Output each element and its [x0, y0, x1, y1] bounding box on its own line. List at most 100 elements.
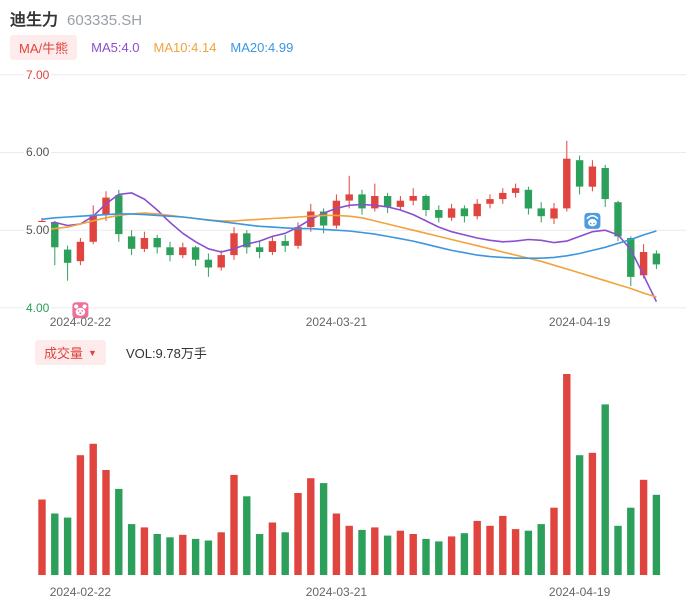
volume-bar [422, 538, 430, 575]
candle-body [358, 194, 366, 209]
candle-body [627, 238, 635, 277]
candle-body [422, 196, 430, 210]
volume-bar [371, 527, 379, 575]
candle-body [371, 196, 379, 209]
volume-bar [511, 529, 520, 575]
volume-bar [153, 534, 161, 575]
candle-body [383, 196, 392, 207]
volume-bar [63, 517, 72, 575]
x-axis-tick: 2024-02-22 [49, 585, 112, 599]
candle-body [191, 247, 200, 260]
price-x-axis: 2024-02-22 2024-03-21 2024-04-19 [0, 315, 686, 331]
volume-bar [307, 478, 315, 575]
volume-bar [76, 455, 85, 575]
candle-body [396, 200, 405, 207]
x-axis-tick: 2024-04-19 [548, 585, 611, 599]
candle-body [140, 238, 149, 249]
candle-body [639, 252, 648, 276]
bull-marker-icon[interactable] [584, 212, 601, 229]
volume-bar [396, 530, 405, 575]
volume-bar [166, 537, 174, 575]
candle-body [550, 208, 558, 219]
candle-body [268, 241, 277, 252]
volume-bar [345, 525, 353, 575]
candle-body [153, 238, 161, 248]
volume-bar [499, 515, 507, 575]
volume-bar [575, 455, 584, 575]
volume-canvas[interactable] [0, 365, 686, 575]
volume-bar [652, 494, 661, 575]
ma20-line [41, 213, 657, 259]
volume-bar [294, 493, 302, 575]
volume-bar [115, 488, 123, 575]
candle-body [127, 236, 136, 249]
volume-bar [537, 524, 545, 575]
indicator-legend: MA/牛熊 MA5:4.0 MA10:4.14 MA20:4.99 [10, 35, 293, 60]
price-chart-area[interactable] [0, 60, 686, 325]
volume-bar [473, 520, 481, 575]
candle-body [243, 233, 251, 248]
volume-bar [550, 507, 558, 575]
candle-body [601, 168, 609, 200]
x-axis-tick: 2024-03-21 [305, 585, 368, 599]
volume-bar [38, 499, 46, 575]
ma20-legend-value: MA20:4.99 [230, 40, 294, 55]
candle-body [486, 199, 494, 204]
volume-bar [140, 527, 149, 575]
volume-bar [601, 404, 609, 575]
candle-body [345, 194, 353, 201]
candle-body [76, 241, 85, 262]
volume-bar [486, 525, 494, 575]
volume-header: 成交量 ▼ VOL:9.78万手 [35, 340, 207, 365]
volume-bar [204, 540, 213, 575]
candle-body [51, 222, 59, 248]
volume-type-badge[interactable]: 成交量 ▼ [35, 340, 106, 365]
candle-body [511, 188, 520, 193]
volume-chart-area[interactable] [0, 365, 686, 575]
volume-bar [383, 535, 392, 575]
ma5-legend-value: MA5:4.0 [91, 40, 140, 55]
volume-bar [217, 532, 225, 575]
volume-bar [524, 530, 533, 575]
volume-bar [435, 541, 443, 575]
candle-body [652, 253, 661, 265]
candle-body [281, 241, 289, 246]
volume-bar [563, 374, 571, 575]
volume-bar [614, 525, 622, 575]
candle-body [524, 189, 533, 209]
candle-body [319, 211, 328, 226]
volume-bar [332, 513, 341, 575]
candle-body [409, 196, 417, 201]
candle-body [588, 166, 597, 187]
chevron-down-icon: ▼ [88, 347, 97, 358]
header: 迪生力 603335.SH [10, 6, 142, 30]
candle-body [166, 247, 174, 256]
candle-body [179, 247, 187, 256]
candlestick-canvas[interactable] [0, 60, 686, 325]
candle-body [204, 259, 213, 268]
candle-body [217, 255, 225, 268]
volume-bar [255, 534, 264, 575]
ma10-line [41, 212, 657, 298]
x-axis-tick: 2024-03-21 [305, 315, 368, 329]
volume-bar [627, 507, 635, 575]
volume-bar [89, 443, 97, 575]
candle-body [537, 208, 545, 217]
stock-code: 603335.SH [67, 12, 143, 29]
volume-bar [639, 479, 648, 575]
bear-marker-icon[interactable] [72, 302, 89, 319]
volume-bar [409, 534, 417, 575]
volume-value-label: VOL:9.78万手 [125, 346, 207, 361]
candle-body [499, 192, 507, 200]
ma-mode-badge[interactable]: MA/牛熊 [10, 35, 78, 60]
volume-bar [268, 522, 277, 575]
candle-body [230, 233, 238, 256]
ma10-legend-value: MA10:4.14 [153, 40, 217, 55]
volume-bar [179, 534, 187, 575]
candle-body [563, 158, 571, 209]
x-axis-tick: 2024-04-19 [548, 315, 611, 329]
candle-body [614, 202, 622, 237]
candle-body [38, 220, 46, 229]
volume-bar [230, 474, 238, 575]
